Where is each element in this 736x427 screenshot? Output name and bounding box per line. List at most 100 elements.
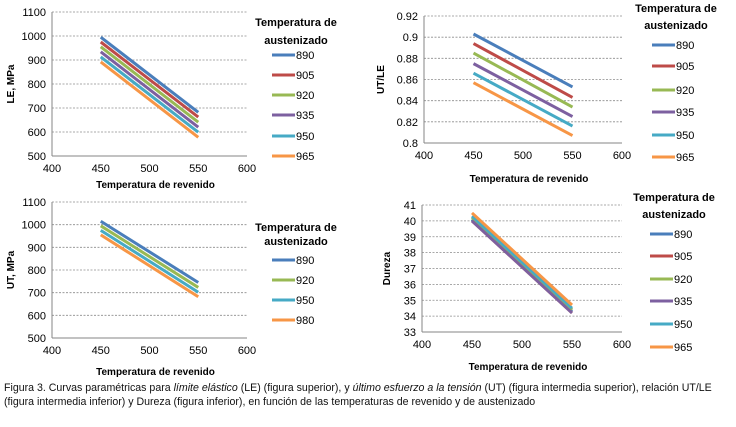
series-line-950 bbox=[472, 71, 574, 128]
legend-title: austenizado bbox=[642, 209, 706, 221]
y-axis-label: LE, MPa bbox=[6, 64, 17, 103]
y-axis-label: Dureza bbox=[382, 251, 393, 285]
y-tick-label: 600 bbox=[28, 127, 46, 139]
legend-item-label: 950 bbox=[674, 319, 692, 331]
legend-item-label: 890 bbox=[296, 255, 314, 267]
x-tick-label: 550 bbox=[189, 163, 207, 175]
series-line-920 bbox=[472, 51, 574, 109]
legend-item-label: 935 bbox=[674, 296, 692, 308]
legend-item-label: 890 bbox=[674, 229, 692, 241]
caption-italic-ut: último esfuerzo a la tensión bbox=[352, 382, 482, 394]
x-tick-label: 450 bbox=[464, 150, 482, 162]
legend-item-label: 965 bbox=[674, 342, 692, 354]
y-tick-label: 40 bbox=[404, 216, 416, 228]
y-tick-label: 39 bbox=[404, 232, 416, 244]
legend-item-label: 980 bbox=[296, 315, 314, 327]
x-axis-label: Temperatura de revenido bbox=[96, 367, 215, 378]
y-tick-label: 0.92 bbox=[397, 11, 418, 23]
y-tick-label: 800 bbox=[28, 79, 46, 91]
caption-text: (UT) (figura intermedia superior), relac… bbox=[4, 382, 712, 408]
x-axis-label: Temperatura de revenido bbox=[96, 180, 215, 191]
caption-text: (LE) (figura superior), y bbox=[237, 382, 353, 394]
x-tick-label: 500 bbox=[140, 163, 158, 175]
series-line-935 bbox=[99, 50, 200, 129]
y-tick-label: 0.8 bbox=[403, 138, 418, 150]
x-tick-label: 500 bbox=[514, 150, 532, 162]
y-tick-label: 900 bbox=[28, 55, 46, 67]
y-tick-label: 0.88 bbox=[397, 53, 418, 65]
x-tick-label: 600 bbox=[238, 163, 256, 175]
y-axis-label: UT/LE bbox=[376, 65, 387, 94]
series-line-905 bbox=[99, 40, 200, 119]
x-tick-label: 400 bbox=[413, 339, 431, 351]
x-tick-label: 400 bbox=[415, 150, 433, 162]
series-line-980 bbox=[99, 233, 200, 299]
series-line-950 bbox=[99, 55, 200, 134]
x-tick-label: 450 bbox=[92, 163, 110, 175]
legend-item-label: 920 bbox=[296, 90, 314, 102]
series-line-950 bbox=[99, 229, 200, 294]
x-tick-label: 500 bbox=[513, 339, 531, 351]
y-tick-label: 600 bbox=[28, 310, 46, 322]
x-tick-label: 450 bbox=[463, 339, 481, 351]
legend-title: Temperatura de bbox=[255, 222, 337, 234]
y-tick-label: 36 bbox=[404, 279, 416, 291]
y-tick-label: 700 bbox=[28, 103, 46, 115]
y-tick-label: 1100 bbox=[22, 197, 46, 209]
figure-panels: 500 600 700 800 900 1000 1100 400 450 500 550 600 Te… bbox=[6, 3, 717, 378]
x-tick-label: 450 bbox=[92, 345, 110, 357]
legend-item-label: 905 bbox=[674, 251, 692, 263]
series-line-920 bbox=[99, 45, 200, 124]
legend-item-label: 890 bbox=[296, 50, 314, 62]
legend-title: Temperatura de bbox=[255, 17, 337, 29]
x-tick-label: 400 bbox=[43, 163, 61, 175]
y-tick-label: 1100 bbox=[22, 7, 46, 19]
y-tick-label: 37 bbox=[404, 264, 416, 276]
x-tick-label: 550 bbox=[563, 150, 581, 162]
legend-item-label: 935 bbox=[676, 107, 694, 119]
series-line-890 bbox=[99, 36, 200, 114]
series-line-965 bbox=[99, 60, 200, 139]
series-line-935 bbox=[470, 219, 574, 315]
y-tick-label: 700 bbox=[28, 288, 46, 300]
legend-title: Temperatura de bbox=[635, 3, 717, 15]
x-tick-label: 400 bbox=[43, 345, 61, 357]
legend-item-label: 890 bbox=[676, 40, 694, 52]
x-tick-label: 600 bbox=[613, 150, 631, 162]
series-line-905 bbox=[472, 42, 574, 99]
legend-item-label: 935 bbox=[296, 110, 314, 122]
legend-item-label: 965 bbox=[676, 152, 694, 164]
y-tick-label: 33 bbox=[404, 327, 416, 339]
series-line-890 bbox=[472, 32, 574, 89]
legend-item-label: 965 bbox=[296, 151, 314, 163]
y-tick-label: 1000 bbox=[22, 31, 46, 43]
figure-caption: Figura 3. Curvas paramétricas para límit… bbox=[4, 381, 734, 409]
legend-title: austenizado bbox=[264, 236, 328, 248]
caption-italic-le: límite elástico bbox=[173, 382, 238, 394]
x-tick-label: 550 bbox=[189, 345, 207, 357]
legend-item-label: 905 bbox=[296, 70, 314, 82]
legend-item-label: 920 bbox=[676, 85, 694, 97]
y-tick-label: 35 bbox=[404, 295, 416, 307]
legend-title: austenizado bbox=[264, 35, 328, 47]
y-tick-label: 500 bbox=[28, 151, 46, 163]
y-tick-label: 0.86 bbox=[397, 75, 418, 87]
y-tick-label: 38 bbox=[404, 248, 416, 260]
series-line-950 bbox=[470, 215, 574, 310]
legend-item-label: 920 bbox=[674, 274, 692, 286]
x-tick-label: 600 bbox=[613, 339, 631, 351]
y-tick-label: 0.82 bbox=[397, 117, 418, 129]
y-axis-label: UT, MPa bbox=[6, 250, 17, 289]
series-line-890 bbox=[99, 219, 200, 284]
y-tick-label: 800 bbox=[28, 265, 46, 277]
legend-item-label: 950 bbox=[296, 295, 314, 307]
legend-item-label: 950 bbox=[676, 130, 694, 142]
caption-text: Figura 3. Curvas paramétricas para bbox=[4, 382, 174, 394]
series-line-965 bbox=[472, 81, 574, 137]
y-tick-label: 0.9 bbox=[403, 32, 418, 44]
y-tick-label: 500 bbox=[28, 333, 46, 345]
legend-item-label: 920 bbox=[296, 275, 314, 287]
y-tick-label: 1000 bbox=[22, 220, 46, 232]
legend-title: Temperatura de bbox=[633, 192, 715, 204]
x-tick-label: 600 bbox=[238, 345, 256, 357]
